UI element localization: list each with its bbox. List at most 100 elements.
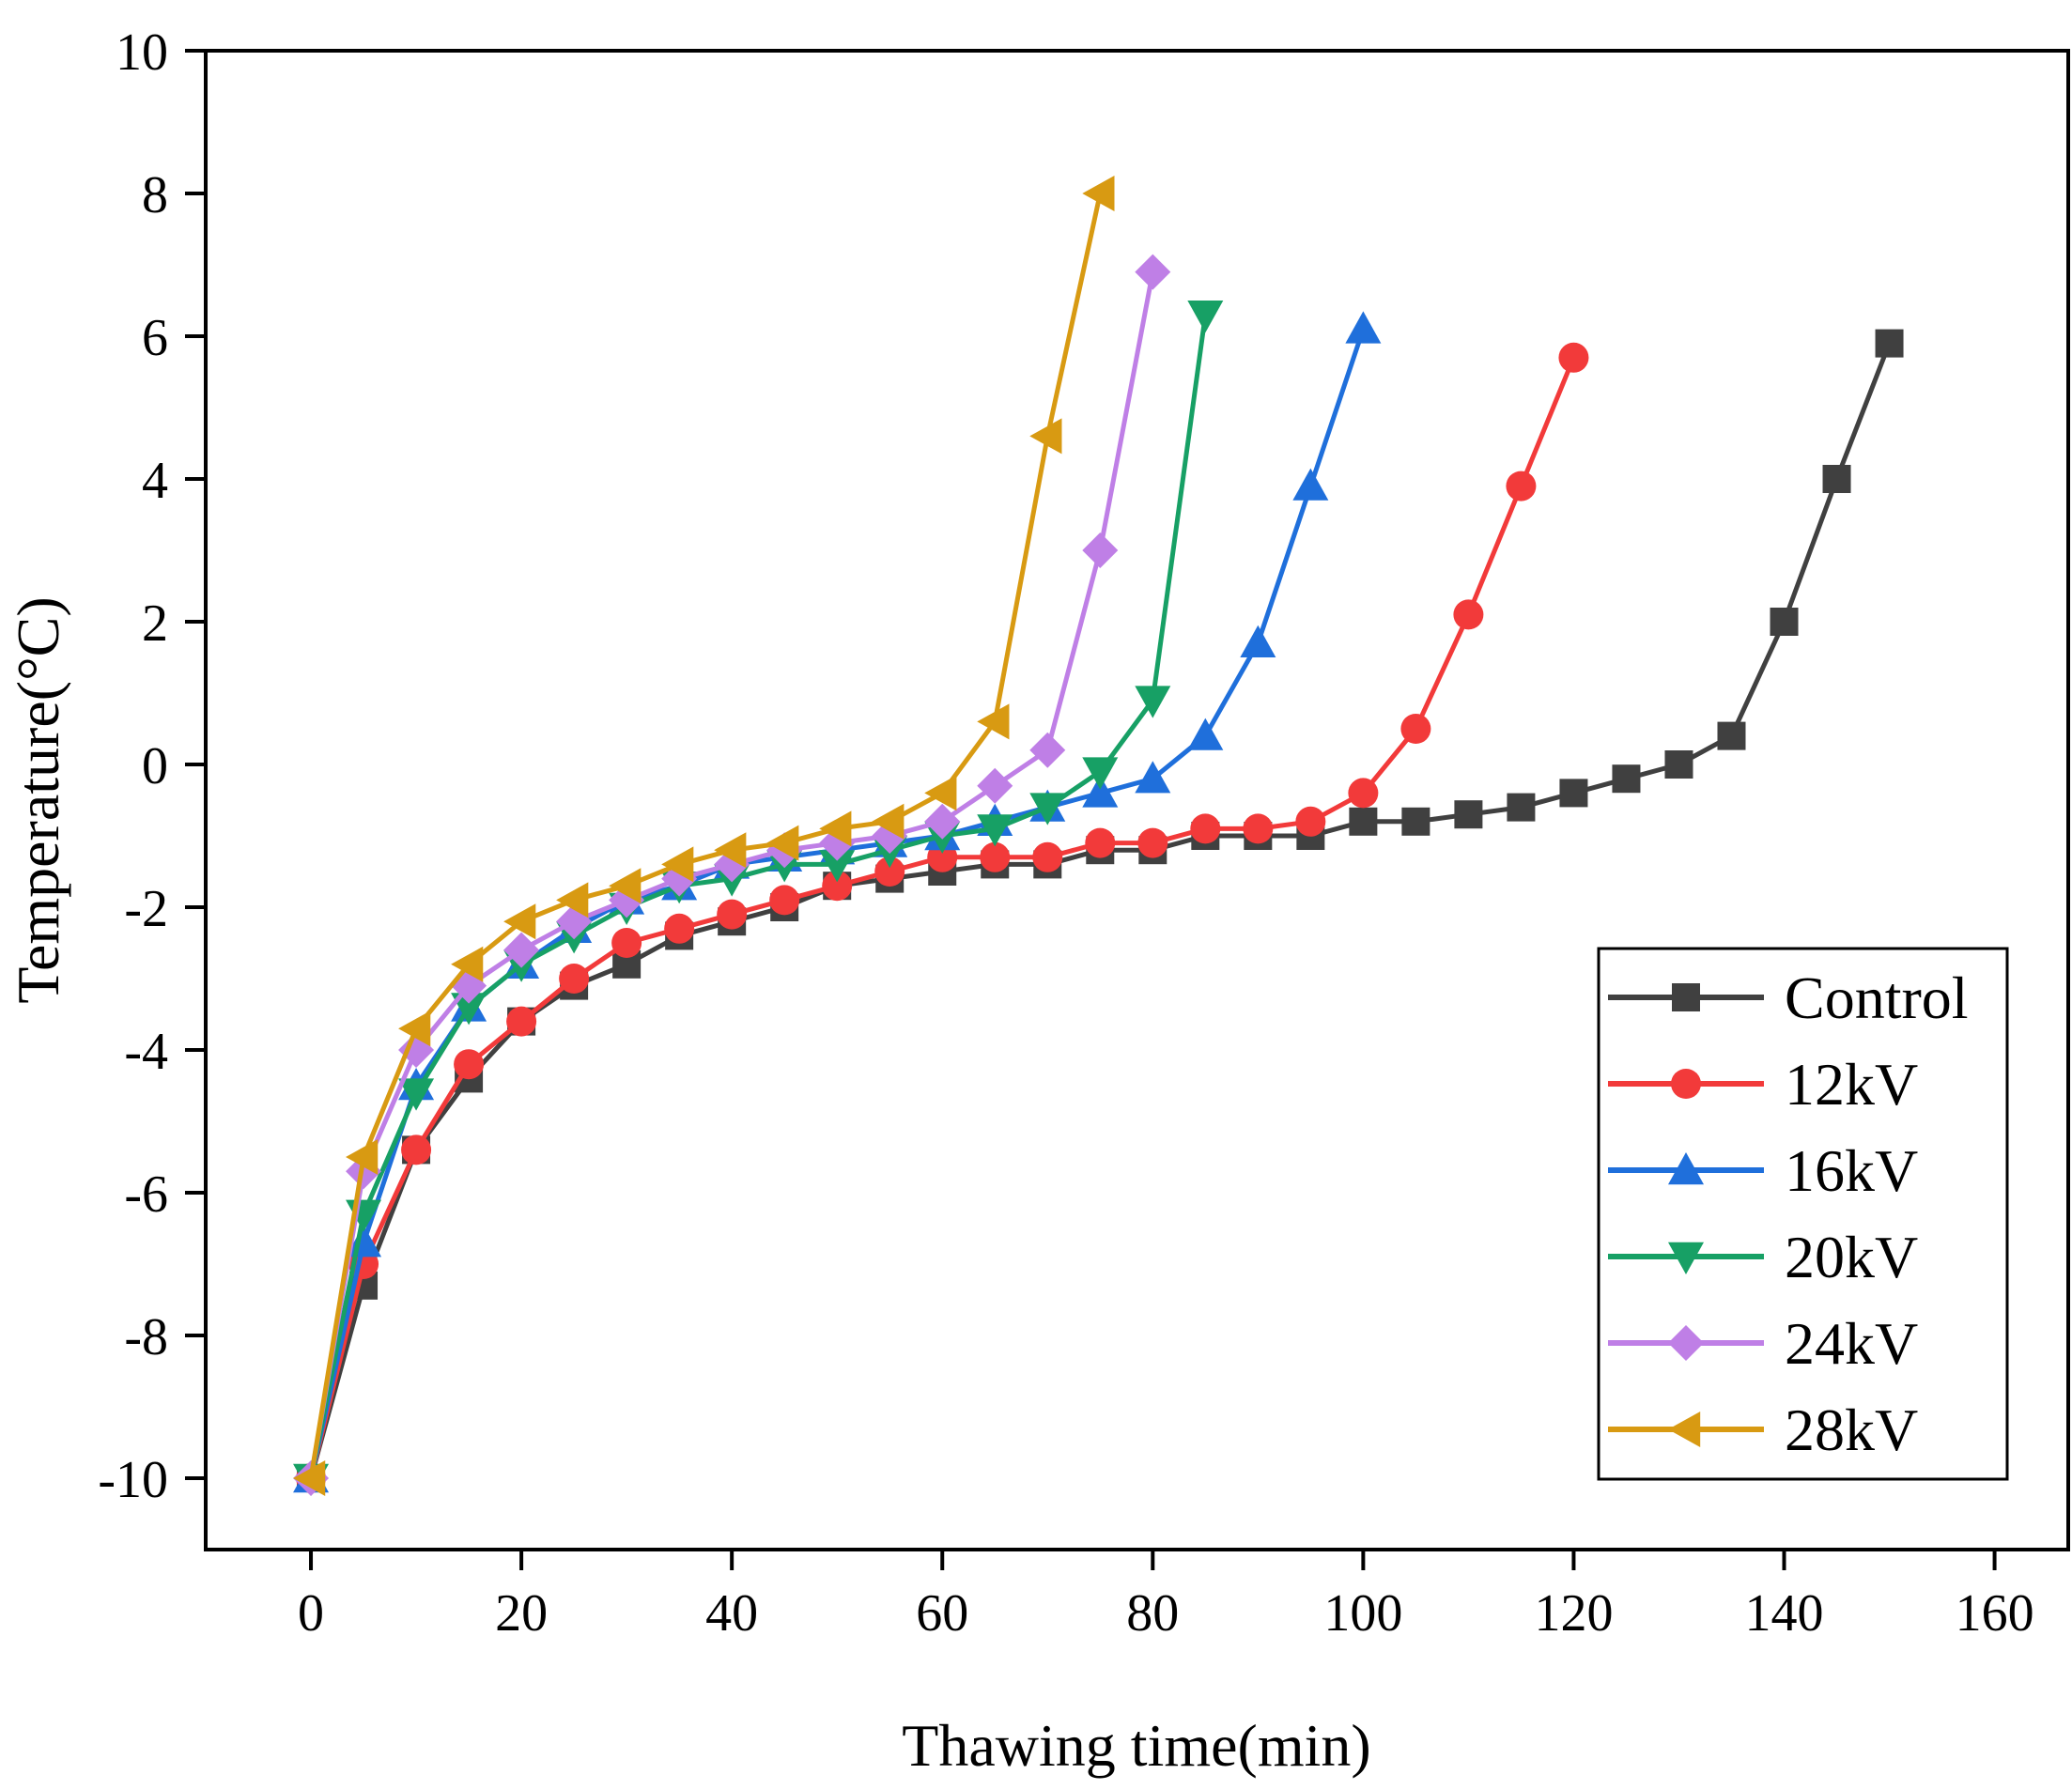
y-tick-label: 2 xyxy=(142,594,168,653)
data-point xyxy=(1187,718,1224,750)
data-point xyxy=(1875,329,1904,358)
legend-label: 20kV xyxy=(1785,1224,1918,1290)
data-point xyxy=(819,810,852,847)
y-tick-label: -6 xyxy=(124,1165,168,1224)
x-tick-label: 140 xyxy=(1745,1584,1824,1643)
data-point xyxy=(1082,775,1119,808)
x-axis-title: Thawing time(min) xyxy=(902,1712,1370,1779)
data-point xyxy=(1454,800,1483,829)
data-point xyxy=(1240,625,1276,657)
data-point xyxy=(1348,778,1379,809)
y-tick-label: -4 xyxy=(124,1023,168,1081)
y-tick-label: -2 xyxy=(124,880,168,938)
y-tick-label: 0 xyxy=(142,737,168,795)
data-point xyxy=(1135,254,1171,290)
data-point xyxy=(980,841,1011,872)
x-tick-label: 20 xyxy=(495,1584,548,1643)
data-point xyxy=(664,913,695,944)
legend-item-16kv: 16kV xyxy=(1608,1137,1918,1204)
data-point xyxy=(611,928,642,958)
legend-marker xyxy=(1672,983,1700,1011)
data-point xyxy=(872,803,905,840)
data-point xyxy=(1400,714,1431,744)
y-tick-label: 8 xyxy=(142,166,168,224)
data-point xyxy=(1085,827,1116,858)
data-point xyxy=(506,1006,537,1037)
x-tick-label: 120 xyxy=(1534,1584,1613,1643)
y-tick-label: -8 xyxy=(124,1308,168,1366)
data-point xyxy=(661,846,694,883)
legend-label: 16kV xyxy=(1785,1137,1918,1204)
legend-item-24kv: 24kV xyxy=(1608,1310,1918,1377)
legend-item-12kv: 12kV xyxy=(1608,1051,1918,1118)
series-20kv xyxy=(293,301,1224,1496)
data-point xyxy=(1135,686,1171,718)
data-point xyxy=(1664,750,1693,779)
data-point xyxy=(977,703,1010,740)
data-point xyxy=(1345,311,1382,344)
data-point xyxy=(1717,721,1746,750)
data-point xyxy=(1559,779,1588,808)
y-axis-title: Temperature(°C) xyxy=(5,596,71,1003)
x-tick-label: 100 xyxy=(1323,1584,1402,1643)
data-point xyxy=(293,1460,326,1496)
x-tick-label: 80 xyxy=(1126,1584,1179,1643)
legend-item-20kv: 20kV xyxy=(1608,1224,1918,1290)
data-point xyxy=(1349,807,1378,836)
data-point xyxy=(1612,764,1641,794)
legend: Control 12kV 16kV 20kV 24kV 28kV xyxy=(1597,947,2009,1481)
x-tick-label: 60 xyxy=(916,1584,968,1643)
data-point xyxy=(1453,599,1484,630)
data-point xyxy=(717,899,748,930)
series-28kv xyxy=(293,176,1115,1496)
x-tick-label: 40 xyxy=(705,1584,758,1643)
legend-marker xyxy=(1668,1152,1704,1185)
series-line-12kv xyxy=(308,356,1576,1479)
legend-marker xyxy=(1668,1412,1701,1447)
data-point xyxy=(977,767,1013,804)
legend-marker xyxy=(1668,1325,1704,1361)
data-point xyxy=(1187,301,1224,333)
series-16kv xyxy=(293,311,1382,1493)
y-tick-label: 6 xyxy=(142,309,168,367)
data-point xyxy=(769,885,800,916)
data-point xyxy=(609,868,642,904)
data-point xyxy=(1137,827,1168,858)
data-point xyxy=(1082,532,1119,568)
data-point xyxy=(556,882,589,918)
data-point xyxy=(1822,465,1851,493)
series-line-28kv xyxy=(308,193,1103,1479)
y-tick-label: -10 xyxy=(98,1451,168,1509)
data-point xyxy=(1295,806,1326,837)
x-tick-label: 0 xyxy=(298,1584,324,1643)
data-point xyxy=(451,946,484,982)
data-point xyxy=(454,1049,485,1080)
data-point xyxy=(1029,418,1062,455)
data-point xyxy=(924,803,961,840)
data-point xyxy=(346,1139,379,1175)
y-tick-label: 10 xyxy=(116,23,168,82)
legend-item-28kv: 28kV xyxy=(1608,1397,1918,1463)
data-point xyxy=(559,964,590,994)
legend-label: Control xyxy=(1785,964,1969,1031)
data-point xyxy=(977,814,1013,847)
series-layer xyxy=(293,176,1904,1496)
legend-label: 12kV xyxy=(1785,1051,1918,1118)
data-point xyxy=(1029,793,1066,826)
data-point xyxy=(1029,732,1066,768)
plot-frame xyxy=(204,49,2070,1551)
y-tick-label: 4 xyxy=(142,452,168,510)
data-point xyxy=(503,932,540,968)
data-point xyxy=(1506,471,1537,502)
data-point xyxy=(819,850,856,883)
data-point xyxy=(1082,757,1119,790)
data-point xyxy=(451,993,487,1026)
data-point xyxy=(1401,807,1430,836)
data-point xyxy=(1243,813,1274,844)
data-point xyxy=(1032,841,1063,872)
data-point xyxy=(1507,793,1536,822)
legend-marker xyxy=(1668,1242,1704,1274)
legend-label: 28kV xyxy=(1785,1397,1918,1463)
legend-item-control: Control xyxy=(1608,964,1969,1031)
